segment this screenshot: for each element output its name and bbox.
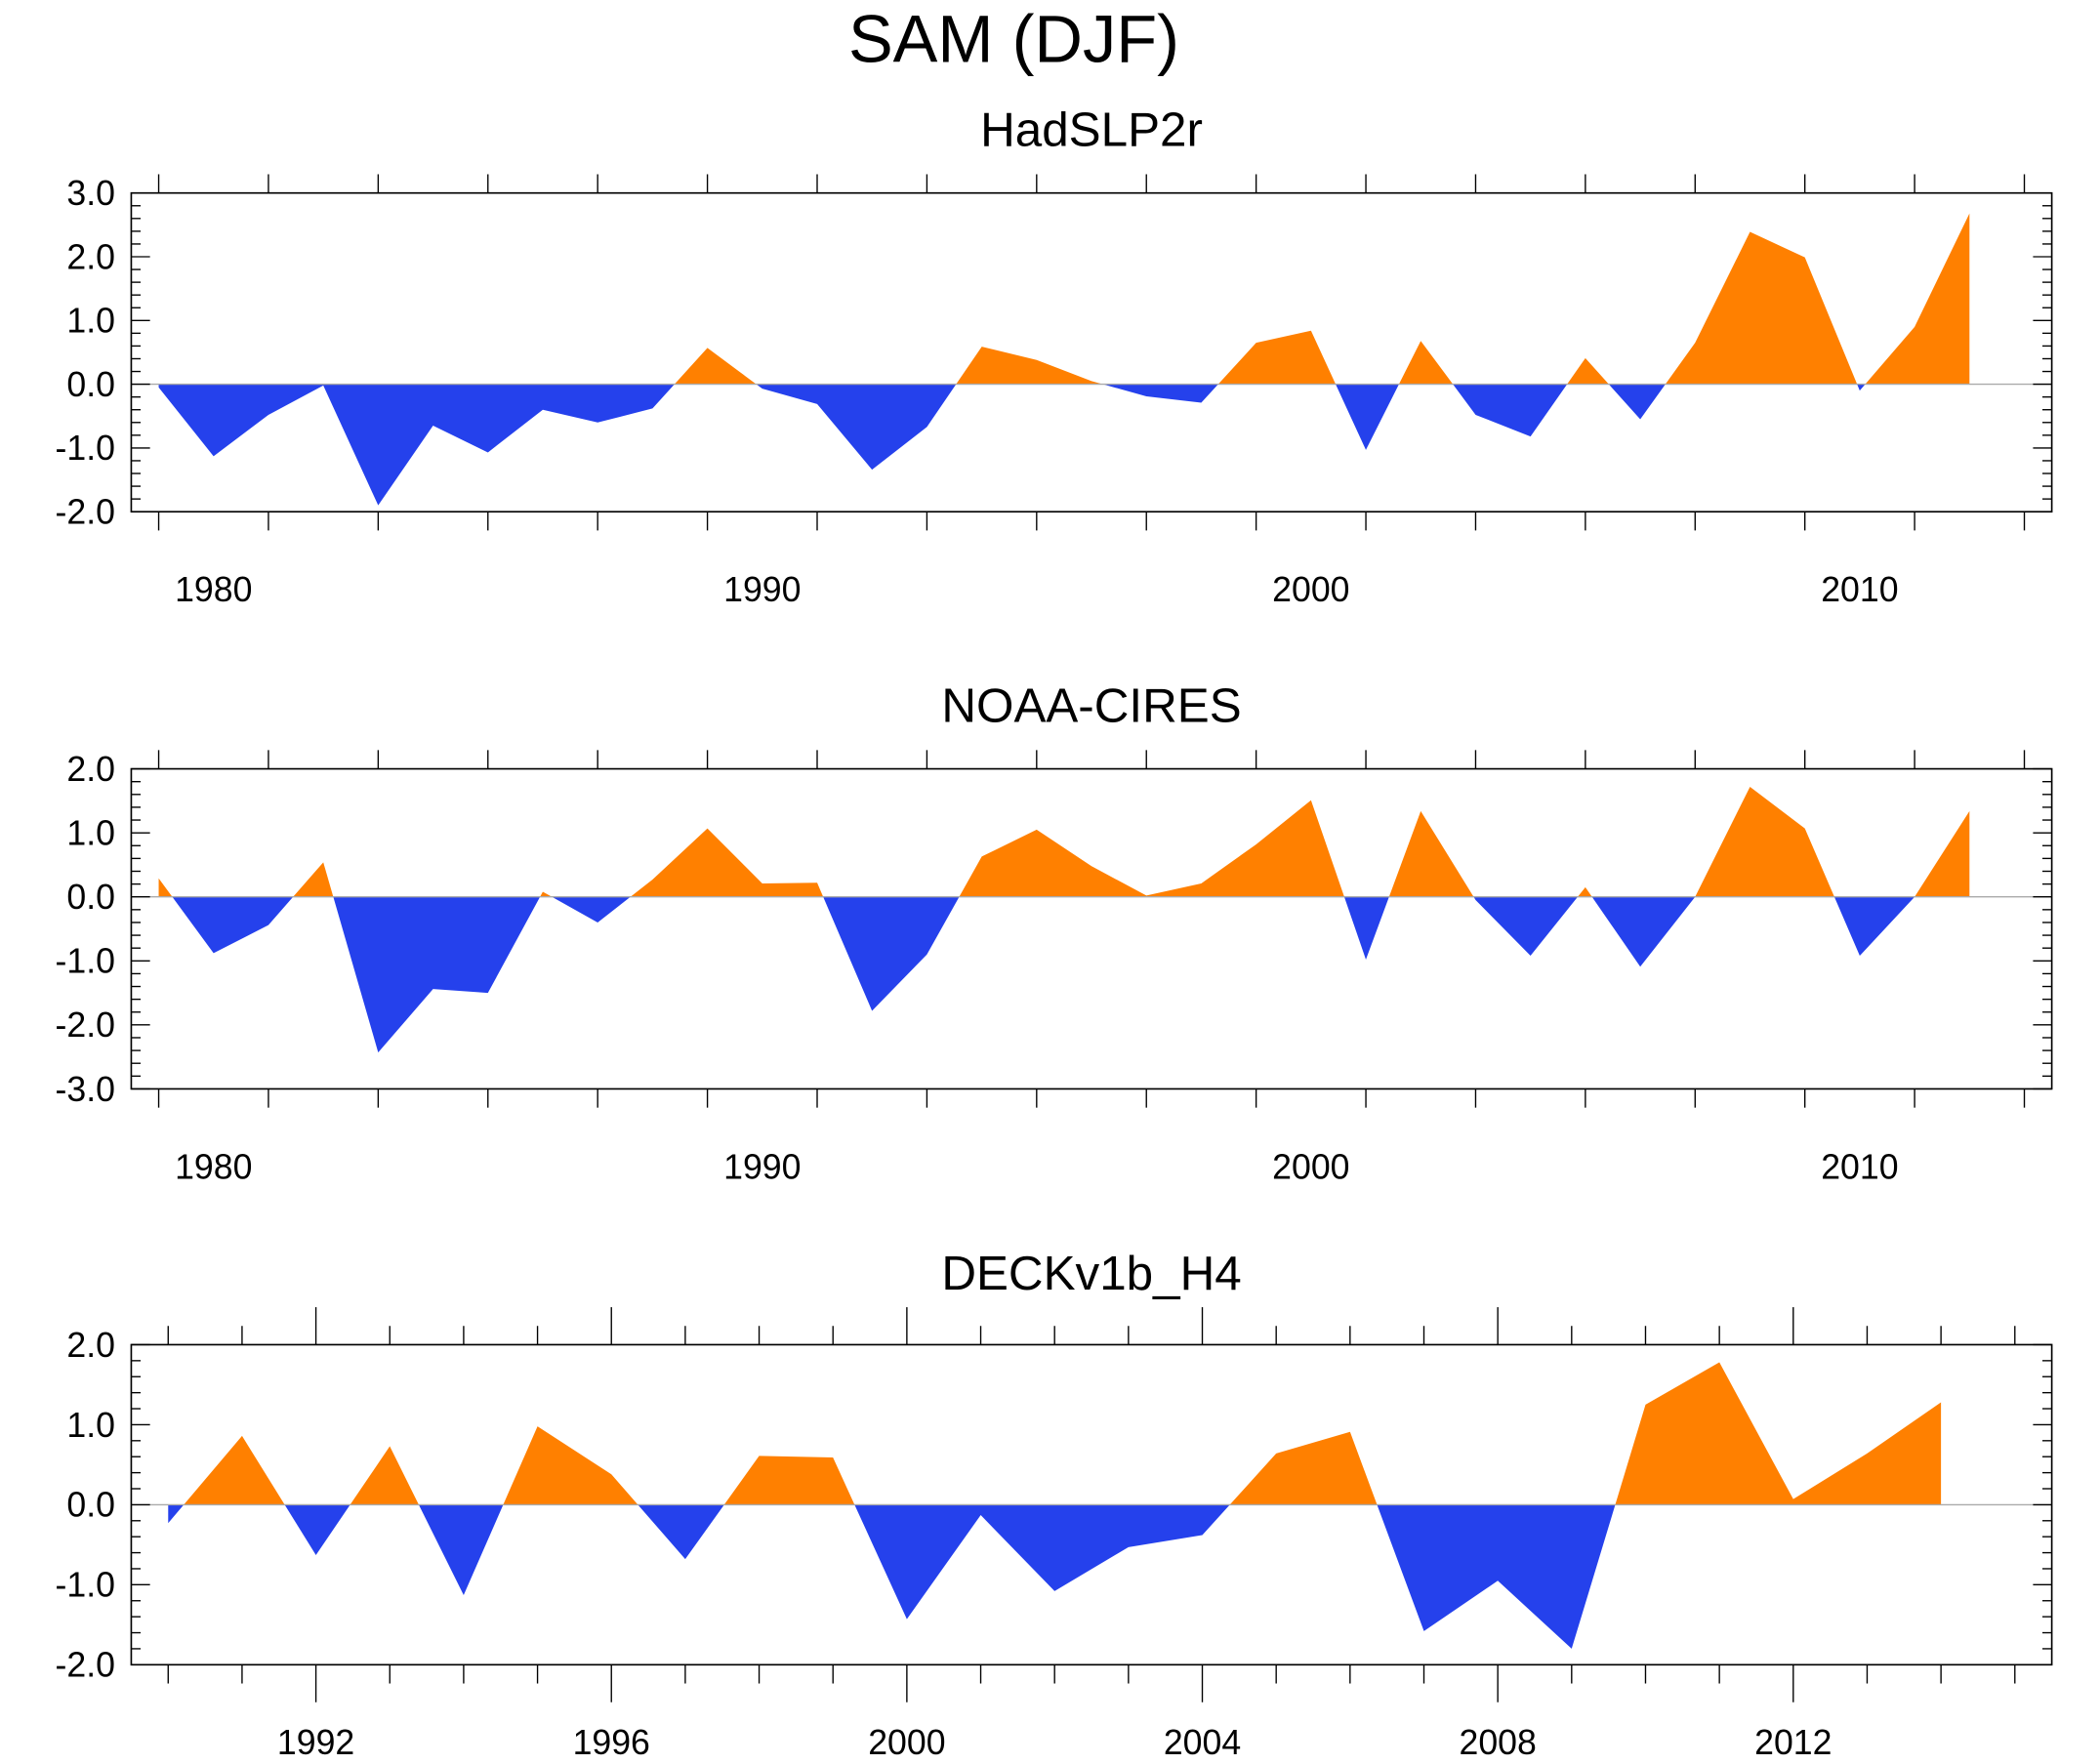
y-tick-label: -2.0 xyxy=(56,493,115,532)
y-tick-label: -3.0 xyxy=(56,1070,115,1109)
y-tick-label: -1.0 xyxy=(56,429,115,468)
x-tick-label: 1990 xyxy=(723,1147,801,1186)
y-tick-label: 3.0 xyxy=(66,174,115,213)
x-tick-label: 2012 xyxy=(1754,1723,1832,1762)
y-tick-label: 0.0 xyxy=(66,365,115,404)
panel-1: 3.0 2.0 1.0 0.0 -1.0 -2.0 1980 1990 2000 2010 xyxy=(56,174,2053,609)
x-tick-label: 1980 xyxy=(175,570,252,609)
y-tick-label: 2.0 xyxy=(66,750,115,789)
plot-frame xyxy=(130,767,2053,1090)
y-tick-label: -2.0 xyxy=(56,1005,115,1045)
x-tick-label: 2000 xyxy=(868,1723,945,1762)
x-tick-label: 2000 xyxy=(1272,1147,1349,1186)
x-tick-label: 2008 xyxy=(1459,1723,1536,1762)
y-tick-label: 2.0 xyxy=(66,237,115,276)
panel-1-subtitle: HadSLP2r xyxy=(980,103,1203,157)
chart-title: SAM (DJF) xyxy=(848,1,1179,76)
x-tick-label: 1980 xyxy=(175,1147,252,1186)
negative-area xyxy=(158,896,1970,1053)
y-tick-label: -1.0 xyxy=(56,942,115,981)
panel-3-subtitle: DECKv1b_H4 xyxy=(941,1247,1241,1300)
x-tick-label: 2010 xyxy=(1821,1147,1898,1186)
panel-2-subtitle: NOAA-CIRES xyxy=(941,679,1241,733)
y-tick-label: 0.0 xyxy=(66,1486,115,1525)
positive-area xyxy=(158,786,1970,897)
x-tick-label: 2004 xyxy=(1164,1723,1241,1762)
x-tick-label: 2000 xyxy=(1272,570,1349,609)
negative-area xyxy=(168,1504,1942,1649)
panel-2: 2.0 1.0 0.0 -1.0 -2.0 -3.0 1980 1990 2000 2010 xyxy=(56,750,2053,1186)
y-tick-label: 2.0 xyxy=(66,1326,115,1365)
x-tick-label: 1992 xyxy=(277,1723,354,1762)
x-tick-label: 1990 xyxy=(723,570,801,609)
x-tick-label: 2010 xyxy=(1821,570,1898,609)
panel-3: 2.0 1.0 0.0 -1.0 -2.0 1992 1996 2000 2004 2008 201… xyxy=(56,1307,2053,1762)
plot-frame xyxy=(130,191,2053,513)
y-tick-label: 1.0 xyxy=(66,1406,115,1445)
y-tick-label: 0.0 xyxy=(66,878,115,917)
y-tick-label: -2.0 xyxy=(56,1646,115,1685)
positive-area xyxy=(168,1362,1942,1505)
x-tick-label: 1996 xyxy=(573,1723,650,1762)
negative-area xyxy=(158,384,1970,506)
y-tick-label: -1.0 xyxy=(56,1566,115,1605)
y-tick-label: 1.0 xyxy=(66,814,115,853)
y-tick-label: 1.0 xyxy=(66,302,115,341)
positive-area xyxy=(158,213,1970,385)
